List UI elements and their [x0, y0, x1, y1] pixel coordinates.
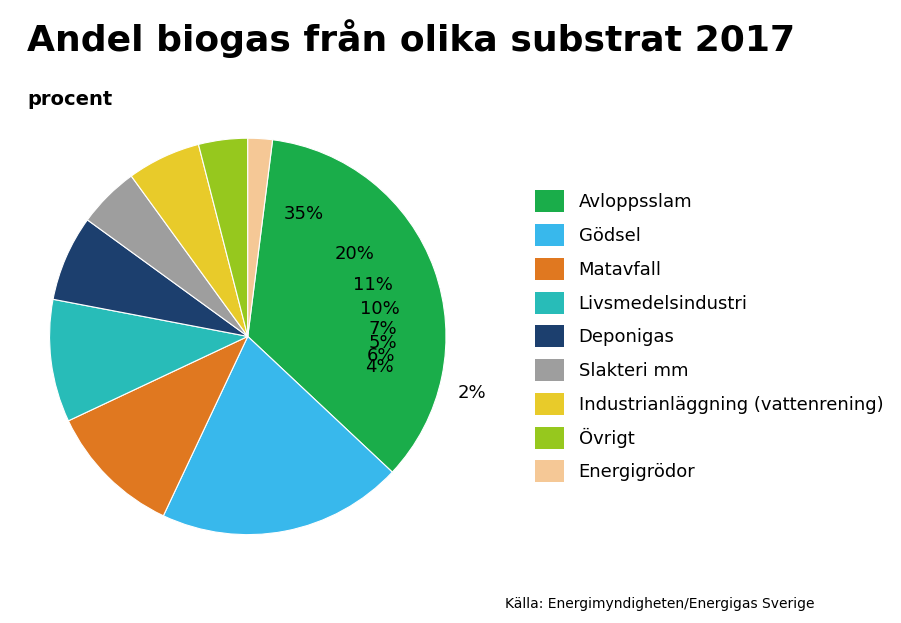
Wedge shape — [87, 176, 248, 336]
Wedge shape — [248, 138, 273, 336]
Wedge shape — [53, 220, 248, 336]
Wedge shape — [68, 336, 248, 516]
Text: 4%: 4% — [365, 358, 394, 376]
Text: 6%: 6% — [367, 346, 396, 364]
Text: 10%: 10% — [359, 300, 399, 318]
Wedge shape — [132, 145, 248, 336]
Wedge shape — [198, 138, 248, 336]
Text: 20%: 20% — [334, 245, 374, 263]
Text: 11%: 11% — [352, 276, 393, 294]
Wedge shape — [248, 140, 446, 472]
Text: 35%: 35% — [284, 205, 324, 223]
Legend: Avloppsslam, Gödsel, Matavfall, Livsmedelsindustri, Deponigas, Slakteri mm, Indu: Avloppsslam, Gödsel, Matavfall, Livsmede… — [535, 191, 883, 482]
Text: 2%: 2% — [458, 384, 487, 402]
Text: procent: procent — [27, 90, 113, 109]
Text: 7%: 7% — [368, 320, 396, 338]
Wedge shape — [163, 336, 392, 535]
Wedge shape — [50, 299, 248, 421]
Text: Andel biogas från olika substrat 2017: Andel biogas från olika substrat 2017 — [27, 19, 796, 57]
Text: 5%: 5% — [369, 334, 396, 352]
Text: Källa: Energimyndigheten/Energigas Sverige: Källa: Energimyndigheten/Energigas Sveri… — [505, 597, 815, 611]
